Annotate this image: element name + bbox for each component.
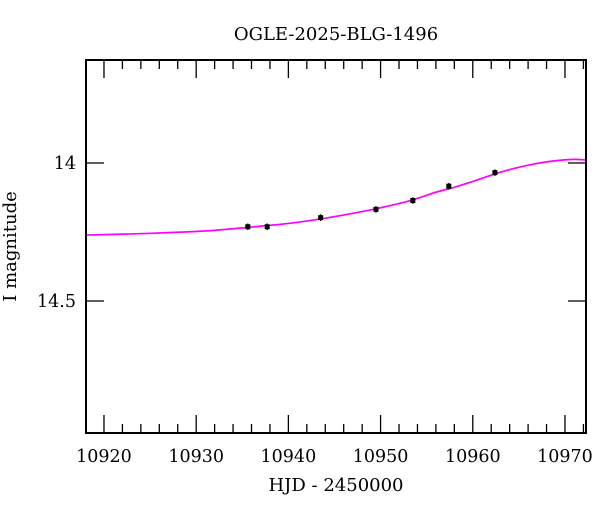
x-tick-label: 10940 [261, 447, 317, 467]
plot-frame [85, 59, 587, 434]
x-tick-label: 10950 [353, 447, 409, 467]
model-fit-curve [85, 158, 587, 236]
data-point-marker [373, 206, 379, 212]
x-axis-label: HJD - 2450000 [268, 475, 403, 496]
chart-title: OGLE-2025-BLG-1496 [234, 24, 438, 45]
data-point-marker [264, 224, 270, 230]
x-tick-label: 10920 [76, 447, 132, 467]
data-point-marker [410, 198, 416, 204]
y-tick-label: 14.5 [37, 292, 76, 312]
data-point-marker [245, 224, 251, 230]
y-tick-label: 14 [54, 154, 76, 174]
data-point-marker [492, 170, 498, 176]
x-tick-label: 10930 [168, 447, 224, 467]
y-axis-label: I magnitude [0, 191, 21, 302]
x-tick-label: 10970 [537, 447, 593, 467]
x-tick-label: 10960 [445, 447, 501, 467]
data-point-marker [318, 215, 324, 221]
data-point-marker [446, 183, 452, 189]
